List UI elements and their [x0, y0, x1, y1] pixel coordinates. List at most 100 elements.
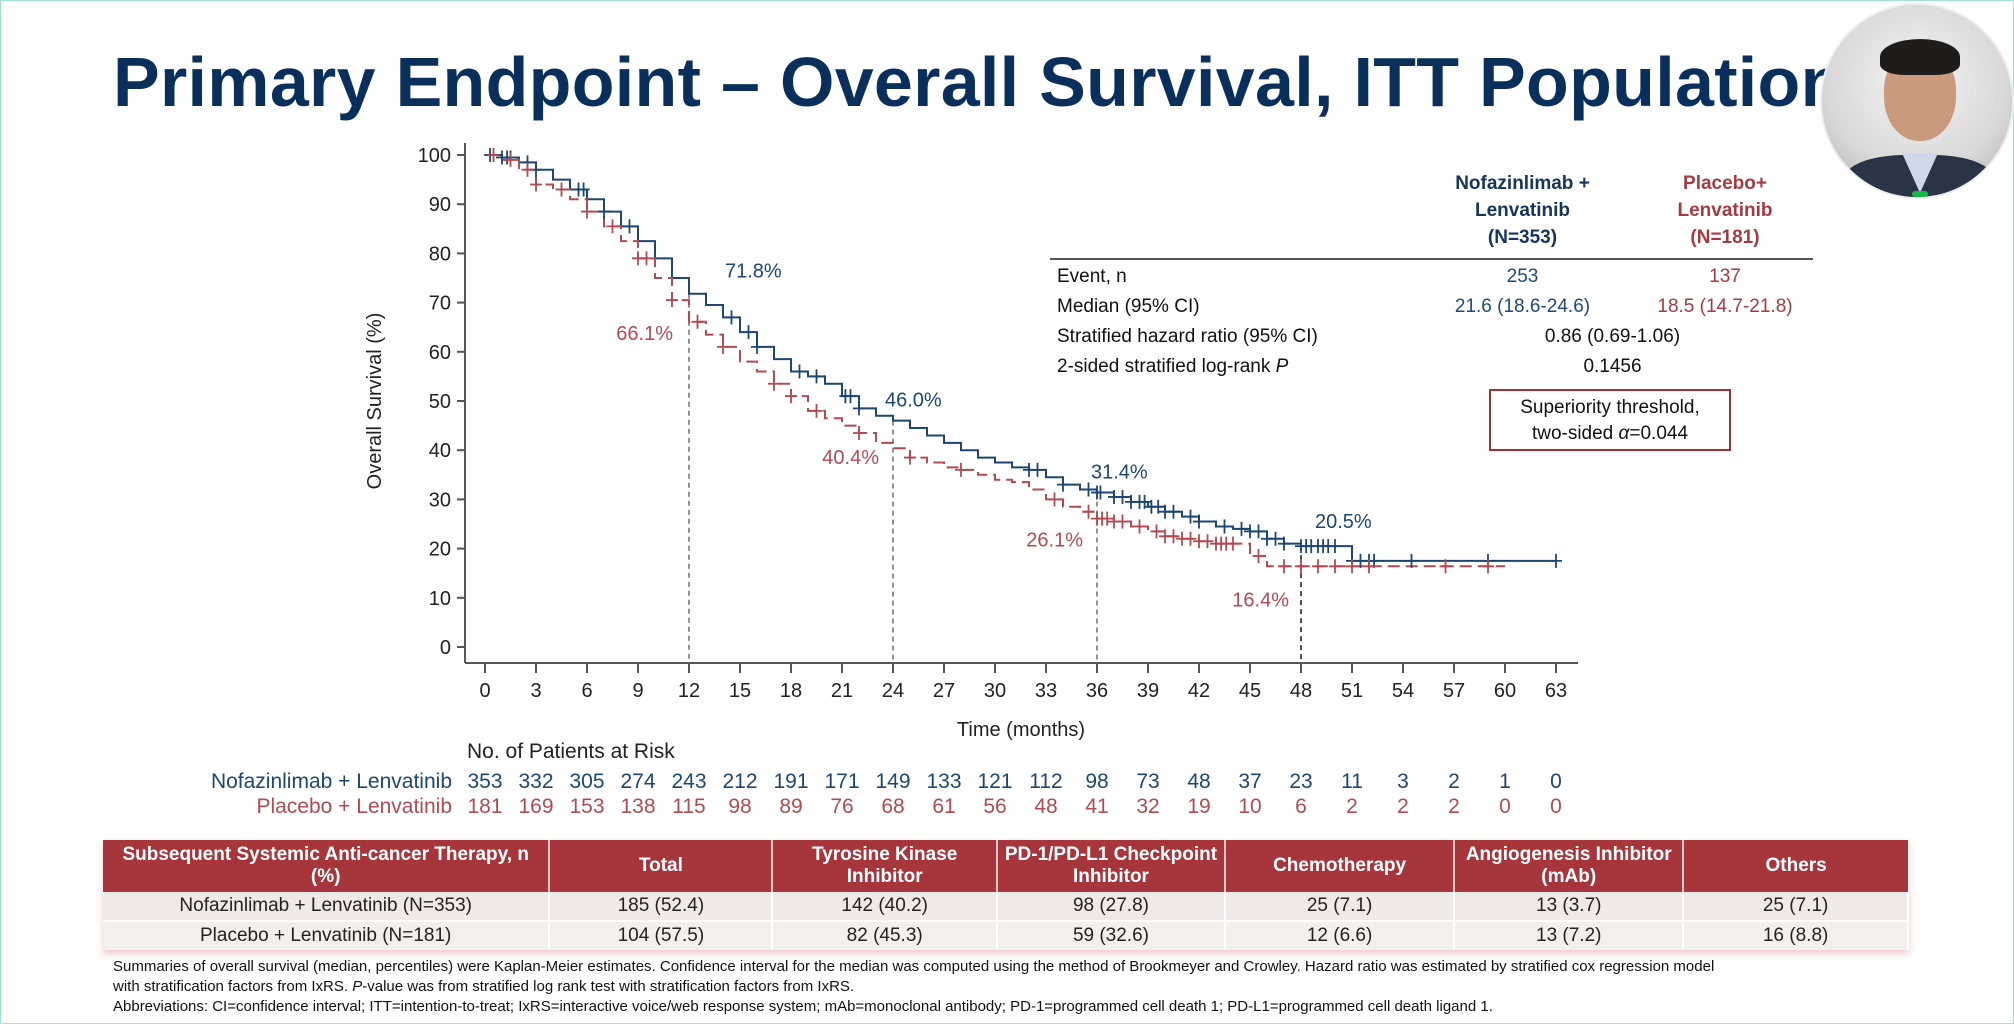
stats-value-treatment: 253 — [1506, 266, 1539, 287]
at-risk-value: 19 — [1187, 795, 1211, 818]
censor-mark — [530, 177, 542, 192]
at-risk-value: 68 — [881, 795, 905, 818]
at-risk-value: 2 — [1346, 795, 1358, 818]
censor-mark — [598, 204, 610, 219]
threshold-value: =0.044 — [1629, 423, 1689, 444]
x-tick-label: 54 — [1392, 680, 1414, 702]
annotation-label: 20.5% — [1315, 511, 1372, 533]
annotation-label: 66.1% — [616, 323, 673, 345]
stats-header-rule — [1050, 258, 1813, 260]
annotation-label: 71.8% — [725, 261, 782, 283]
table-cell: 25 (7.1) — [1683, 892, 1909, 921]
stats-row-label: Event, n — [1057, 266, 1127, 287]
censor-mark — [853, 425, 865, 440]
at-risk-heading: No. of Patients at Risk — [467, 740, 675, 763]
x-tick-label: 9 — [632, 680, 643, 702]
censor-mark — [1048, 492, 1061, 507]
censor-mark — [844, 389, 857, 404]
stats-row-median: Median (95% CI) 21.6 (18.6-24.6) 18.5 (1… — [1057, 292, 1813, 322]
at-risk-value: 171 — [824, 770, 860, 793]
censor-mark — [904, 450, 916, 465]
x-tick-label: 51 — [1341, 680, 1363, 702]
censor-mark — [1329, 559, 1341, 574]
y-tick-label: 0 — [440, 637, 451, 659]
stats-row-label-italic: P — [1275, 356, 1289, 377]
at-risk-value: 149 — [875, 770, 911, 793]
table-cell: Placebo + Lenvatinib (N=181) — [103, 920, 551, 950]
y-tick-label: 80 — [429, 243, 451, 265]
censor-mark — [742, 325, 755, 340]
censor-mark — [1116, 514, 1129, 529]
stats-row-events: Event, n 253 137 — [1057, 262, 1813, 292]
stats-row-hazard-ratio: Stratified hazard ratio (95% CI) 0.86 (0… — [1057, 322, 1813, 352]
table-cell: 12 (6.6) — [1224, 920, 1456, 950]
at-risk-value: 2 — [1397, 795, 1409, 818]
x-tick-label: 24 — [882, 680, 904, 702]
x-tick-label: 48 — [1290, 680, 1312, 702]
threshold-line2: two-sided α=0.044 — [1491, 421, 1729, 447]
footnote-line2-prefix: with stratification factors from IxRS. — [113, 978, 353, 995]
x-tick-label: 12 — [678, 680, 700, 702]
annotation-label: 16.4% — [1232, 589, 1289, 611]
x-tick-label: 15 — [729, 680, 751, 702]
at-risk-value: 0 — [1499, 795, 1511, 818]
at-risk-row-label: Placebo + Lenvatinib — [256, 795, 452, 818]
table-cell: 59 (32.6) — [997, 920, 1226, 950]
footnotes: Summaries of overall survival (median, p… — [113, 957, 1913, 1017]
x-tick-label: 39 — [1137, 680, 1159, 702]
y-tick-label: 30 — [429, 489, 451, 511]
censor-mark — [785, 389, 797, 404]
column-header: Chemotherapy — [1224, 840, 1456, 892]
censor-mark — [1218, 519, 1231, 534]
censor-mark — [581, 204, 593, 219]
at-risk-value: 37 — [1238, 770, 1262, 793]
censor-mark — [623, 219, 636, 234]
x-tick-label: 18 — [780, 680, 802, 702]
y-tick-label: 20 — [429, 539, 451, 561]
at-risk-value: 61 — [932, 795, 956, 818]
table-cell: 16 (8.8) — [1683, 920, 1909, 950]
censor-mark — [1295, 559, 1307, 574]
at-risk-value: 274 — [620, 770, 656, 793]
column-header: PD-1/PD-L1 Checkpoint Inhibitor — [997, 840, 1226, 892]
y-tick-label: 100 — [418, 145, 451, 167]
landmark-annotations: 71.8% 66.1% 46.0% 40.4% 31.4% 26.1% 20.5% 16.4% — [616, 261, 1372, 612]
table-cell: 25 (7.1) — [1224, 892, 1456, 921]
y-tick-label: 60 — [429, 342, 451, 364]
censor-mark — [1167, 504, 1180, 519]
censor-mark — [1363, 559, 1375, 574]
at-risk-value: 212 — [722, 770, 758, 793]
at-risk-value: 305 — [569, 770, 605, 793]
x-tick-label: 27 — [933, 680, 955, 702]
at-risk-value: 332 — [518, 770, 554, 793]
censor-mark — [487, 148, 500, 162]
stats-header-treatment: Nofazinlimab + Lenvatinib (N=353) — [1410, 170, 1635, 251]
footnote-line2: with stratification factors from IxRS. P… — [113, 977, 1913, 997]
x-tick-label: 45 — [1239, 680, 1261, 702]
stats-header-placebo-line3: (N=181) — [1690, 227, 1760, 248]
censor-mark — [793, 364, 806, 379]
annotation-label: 31.4% — [1091, 462, 1148, 484]
censor-mark — [768, 376, 780, 391]
censor-mark — [1057, 477, 1069, 492]
at-risk-value: 56 — [983, 795, 1007, 818]
y-axis-label: Overall Survival (%) — [364, 313, 386, 490]
column-header: Others — [1683, 840, 1908, 892]
at-risk-value: 1 — [1499, 770, 1511, 793]
stats-row-pvalue: 2-sided stratified log-rank P 0.1456 — [1057, 352, 1813, 382]
at-risk-value: 2 — [1448, 795, 1460, 818]
presenter-webcam — [1820, 3, 2014, 199]
censor-mark — [1252, 524, 1265, 539]
stats-value-placebo: 18.5 (14.7-21.8) — [1657, 296, 1793, 317]
x-tick-label: 42 — [1188, 680, 1210, 702]
censor-mark — [1031, 462, 1044, 477]
x-tick-label: 33 — [1035, 680, 1057, 702]
x-tick-label: 60 — [1494, 680, 1516, 702]
censor-mark — [1150, 524, 1163, 539]
censor-mark — [717, 339, 729, 354]
x-tick-label: 21 — [831, 680, 853, 702]
stats-header-treatment-line3: (N=353) — [1487, 227, 1558, 248]
censor-mark — [1184, 509, 1197, 524]
stats-row-label-text: 2-sided stratified log-rank — [1057, 356, 1276, 377]
